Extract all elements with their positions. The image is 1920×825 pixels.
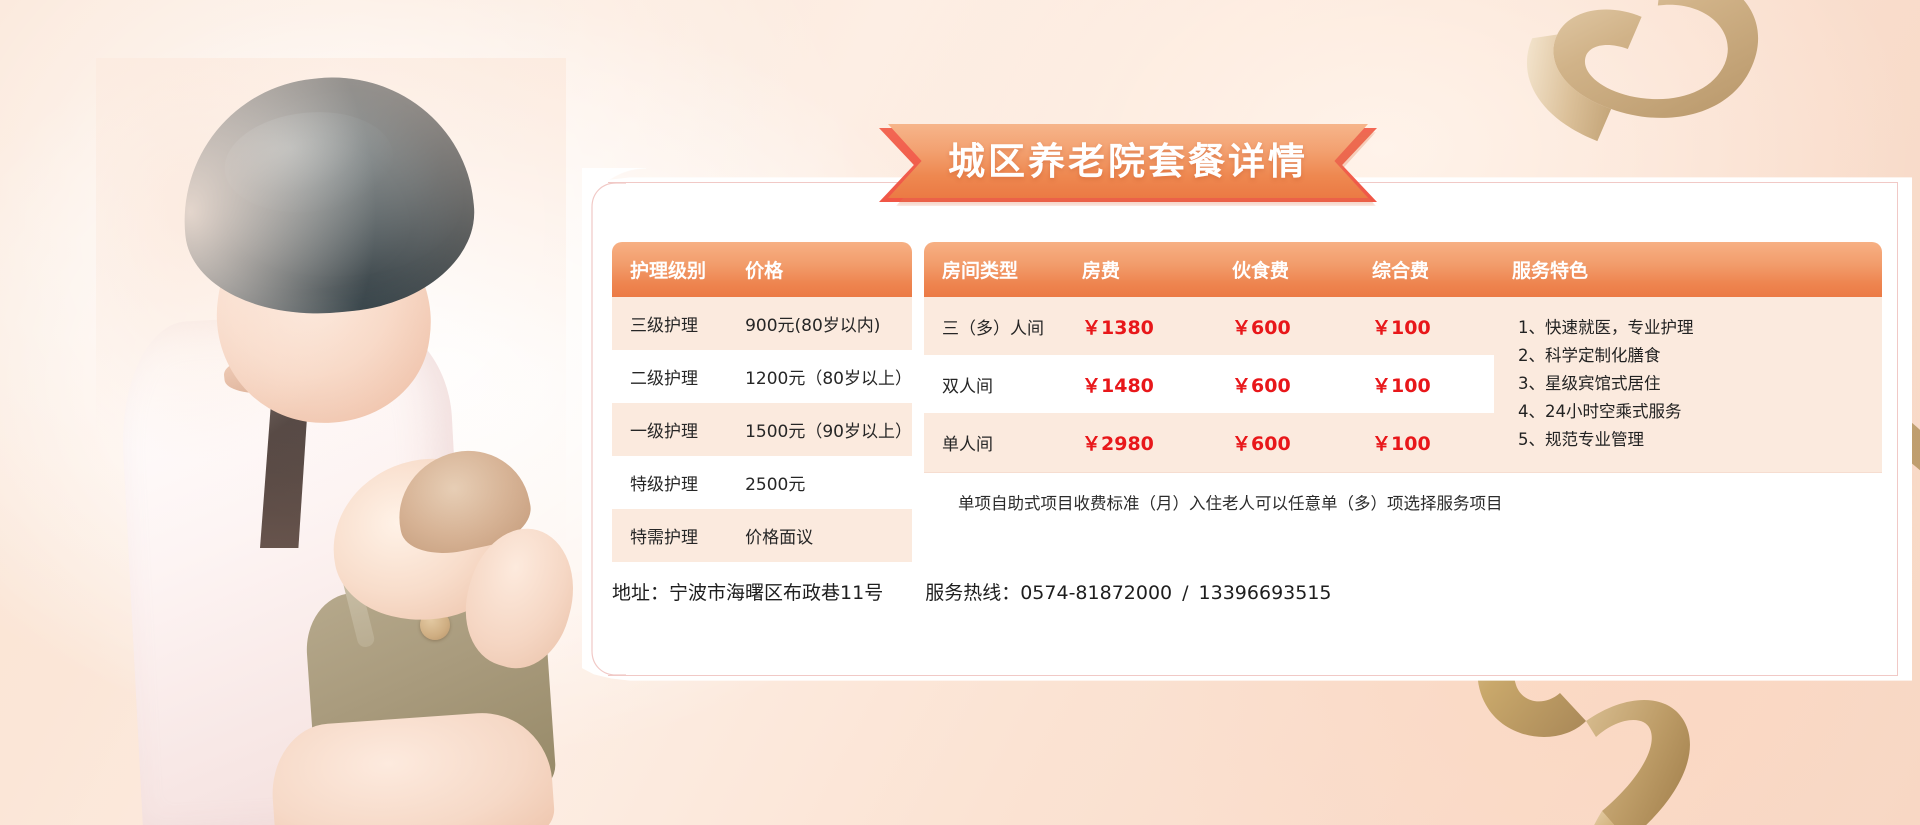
table-row: 三（多）人间 ￥1380 ￥600 ￥100 1、快速就医，专业护理 2、科学定… [924, 297, 1882, 472]
table-row: 特级护理 2500元 [612, 456, 912, 509]
photo-hands [267, 708, 557, 825]
photo-white-coat [116, 307, 474, 825]
room-pricing-table: 房间类型 房费 伙食费 综合费 服务特色 三（多）人间 ￥1380 ￥600 ￥… [924, 242, 1882, 532]
pricing-note: 单项自助式项目收费标准（月）入住老人可以任意单（多）项选择服务项目 [924, 471, 1882, 532]
photo-woman-hair [170, 63, 484, 328]
care-level-header-level: 护理级别 [612, 242, 728, 297]
photo-baby-hair [387, 439, 537, 563]
meal-fee: ￥600 [1214, 413, 1354, 472]
room-fee: ￥1480 [1064, 355, 1214, 414]
list-item: 3、星级宾馆式居住 [1518, 374, 1661, 394]
address-value: 宁波市海曙区布政巷11号 [669, 582, 884, 604]
meal-fee: ￥600 [1214, 297, 1354, 356]
room-header-row: 房间类型 房费 伙食费 综合费 服务特色 [924, 242, 1882, 297]
care-level-price: 1500元（90岁以上） [727, 403, 912, 456]
room-header-type: 房间类型 [924, 242, 1064, 297]
room-type: 单人间 [924, 413, 1064, 472]
care-level-name: 特需护理 [612, 509, 728, 562]
address-label: 地址： [612, 582, 670, 604]
page-title-banner: 城区养老院套餐详情 [879, 124, 1377, 206]
service-fee: ￥100 [1354, 413, 1494, 472]
photo-baby-arm [450, 516, 590, 680]
table-row: 特需护理 价格面议 [612, 509, 912, 562]
table-note-row: 单项自助式项目收费标准（月）入住老人可以任意单（多）项选择服务项目 [924, 471, 1882, 532]
phone-separator: / [1182, 582, 1189, 604]
list-item: 2、科学定制化膳食 [1518, 346, 1661, 366]
room-header-room-fee: 房费 [1064, 242, 1214, 297]
photo-baby-button [420, 610, 450, 640]
photo-baby-strap-right [426, 545, 459, 639]
elderly-and-baby-photo [96, 58, 590, 825]
contact-footer: 地址：宁波市海曙区布政巷11号 服务热线：0574-81872000 / 13396… [612, 578, 1332, 605]
care-level-price: 900元(80岁以内) [727, 297, 912, 350]
photo-baby-strap-left [337, 555, 376, 649]
table-row: 二级护理 1200元（80岁以上） [612, 350, 912, 403]
room-header-features: 服务特色 [1494, 242, 1882, 297]
table-row: 一级护理 1500元（90岁以上） [612, 403, 912, 456]
list-item: 5、规范专业管理 [1518, 430, 1644, 450]
service-fee: ￥100 [1354, 355, 1494, 414]
hotline-label: 服务热线： [925, 582, 1021, 604]
room-type: 三（多）人间 [924, 297, 1064, 356]
service-features-cell: 1、快速就医，专业护理 2、科学定制化膳食 3、星级宾馆式居住 4、24小时空乘… [1494, 297, 1882, 472]
card-corner-notch [582, 168, 646, 232]
phone-mobile[interactable]: 13396693515 [1198, 582, 1332, 604]
phone-landline[interactable]: 0574-81872000 [1020, 582, 1173, 604]
service-features-list: 1、快速就医，专业护理 2、科学定制化膳食 3、星级宾馆式居住 4、24小时空乘… [1518, 314, 1882, 454]
care-level-name: 一级护理 [612, 403, 728, 456]
care-level-name: 特级护理 [612, 456, 728, 509]
care-level-name: 三级护理 [612, 297, 728, 350]
photo-baby-head [317, 442, 533, 638]
care-level-header-price: 价格 [727, 242, 912, 297]
care-level-name: 二级护理 [612, 350, 728, 403]
list-item: 1、快速就医，专业护理 [1518, 318, 1694, 338]
banner-body: 城区养老院套餐详情 [888, 124, 1368, 198]
list-item: 4、24小时空乘式服务 [1518, 402, 1682, 422]
room-fee: ￥1380 [1064, 297, 1214, 356]
service-fee: ￥100 [1354, 297, 1494, 356]
photo-baby-body [302, 579, 558, 807]
photo-woman-face [202, 204, 445, 437]
room-header-service-fee: 综合费 [1354, 242, 1494, 297]
care-level-table: 护理级别 价格 三级护理 900元(80岁以内) 二级护理 1200元（80岁以… [612, 242, 912, 562]
meal-fee: ￥600 [1214, 355, 1354, 414]
table-row: 三级护理 900元(80岁以内) [612, 297, 912, 350]
hotline-block: 服务热线：0574-81872000 / 13396693515 [925, 578, 1331, 605]
pricing-tables: 护理级别 价格 三级护理 900元(80岁以内) 二级护理 1200元（80岁以… [612, 242, 1882, 562]
photo-collar [260, 358, 311, 548]
address-block: 地址：宁波市海曙区布政巷11号 [612, 578, 883, 605]
care-level-header-row: 护理级别 价格 [612, 242, 912, 297]
photo-neck [222, 346, 334, 398]
page-title: 城区养老院套餐详情 [948, 139, 1308, 183]
care-level-price: 1200元（80岁以上） [727, 350, 912, 403]
photo-edge-fade [96, 58, 566, 825]
room-type: 双人间 [924, 355, 1064, 414]
care-level-price: 2500元 [727, 456, 912, 509]
care-level-price: 价格面议 [727, 509, 912, 562]
room-header-meal-fee: 伙食费 [1214, 242, 1354, 297]
room-fee: ￥2980 [1064, 413, 1214, 472]
